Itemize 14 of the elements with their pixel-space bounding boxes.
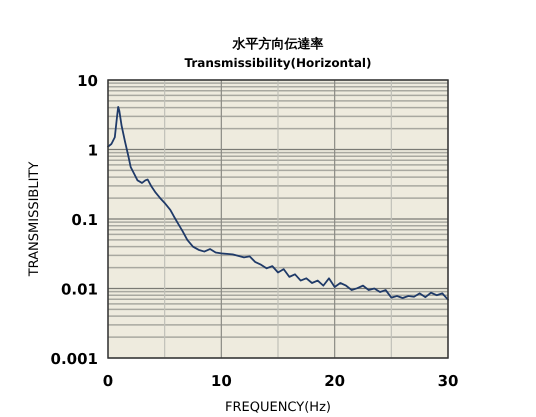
chart-subtitle: Transmissibility(Horizontal)	[184, 56, 372, 70]
x-tick-label: 20	[324, 372, 346, 390]
chart-title: 水平方向伝達率	[232, 36, 324, 52]
y-tick-label: 10	[77, 72, 98, 90]
x-axis-title: FREQUENCY(Hz)	[225, 400, 331, 415]
y-tick-label: 0.1	[71, 211, 98, 229]
x-tick-label: 0	[102, 372, 114, 390]
y-tick-label: 0.001	[50, 350, 98, 368]
y-tick-label: 1	[88, 142, 98, 160]
y-axis-title: TRANSMISSIBLITY	[27, 162, 42, 278]
x-tick-label: 10	[210, 372, 232, 390]
line-series	[107, 106, 449, 301]
y-tick-label: 0.01	[60, 280, 98, 298]
x-tick-label: 30	[438, 372, 458, 390]
